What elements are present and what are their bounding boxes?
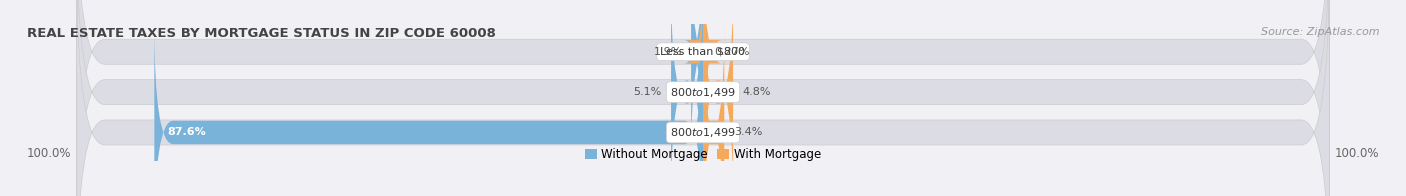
FancyBboxPatch shape: [77, 0, 1329, 196]
Text: Less than $800: Less than $800: [661, 47, 745, 57]
Text: 3.4%: 3.4%: [734, 127, 762, 137]
FancyBboxPatch shape: [703, 23, 724, 196]
Text: REAL ESTATE TAXES BY MORTGAGE STATUS IN ZIP CODE 60008: REAL ESTATE TAXES BY MORTGAGE STATUS IN …: [27, 27, 495, 40]
FancyBboxPatch shape: [671, 0, 703, 196]
Text: 1.9%: 1.9%: [654, 47, 682, 57]
Text: $800 to $1,499: $800 to $1,499: [671, 86, 735, 99]
FancyBboxPatch shape: [686, 0, 721, 161]
FancyBboxPatch shape: [77, 0, 1329, 196]
Text: 5.1%: 5.1%: [634, 87, 662, 97]
Text: 0.27%: 0.27%: [714, 47, 749, 57]
Text: Source: ZipAtlas.com: Source: ZipAtlas.com: [1261, 27, 1379, 37]
FancyBboxPatch shape: [77, 0, 1329, 196]
Text: 100.0%: 100.0%: [27, 147, 72, 160]
FancyBboxPatch shape: [685, 0, 710, 161]
Text: $800 to $1,499: $800 to $1,499: [671, 126, 735, 139]
Text: 100.0%: 100.0%: [1334, 147, 1379, 160]
Text: 4.8%: 4.8%: [742, 87, 770, 97]
Legend: Without Mortgage, With Mortgage: Without Mortgage, With Mortgage: [581, 143, 825, 166]
FancyBboxPatch shape: [703, 0, 733, 196]
Text: 87.6%: 87.6%: [167, 127, 205, 137]
FancyBboxPatch shape: [155, 23, 703, 196]
